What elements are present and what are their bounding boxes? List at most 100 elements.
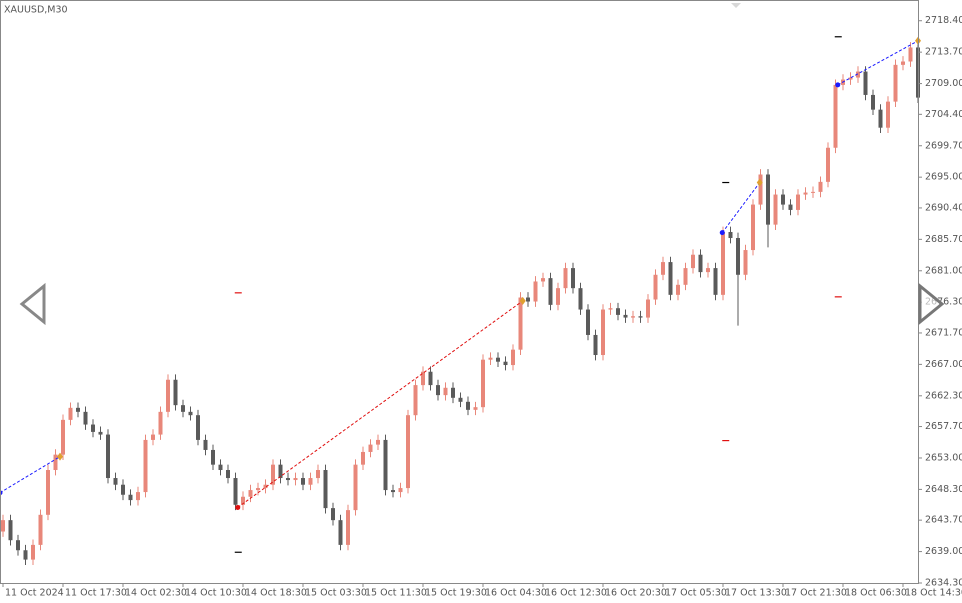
candle-body (361, 451, 365, 465)
y-tick-label: 2690.40 (925, 202, 962, 213)
candle-body (908, 47, 913, 62)
candle-body (878, 109, 883, 128)
candle-body (766, 174, 770, 225)
candle-body (391, 490, 395, 493)
candle-body (113, 478, 118, 485)
y-tick-label: 2709.00 (925, 78, 962, 89)
y-tick-label: 2699.70 (925, 140, 962, 151)
y-tick-label: 2667.00 (925, 359, 962, 370)
candle-body (593, 334, 598, 356)
candle-body (233, 478, 238, 505)
candle-body (383, 439, 388, 491)
candle-body (503, 361, 508, 366)
y-tick-label: 2681.00 (925, 265, 962, 276)
candle-body (121, 484, 125, 495)
y-tick-label: 2662.30 (925, 390, 962, 401)
zigzag-start (835, 82, 841, 88)
candle-body (8, 520, 13, 541)
scroll-indicator (731, 3, 741, 8)
candle-body (893, 64, 898, 102)
x-tick-label: 15 Oct 19:30 (425, 588, 487, 599)
candle-body (833, 84, 838, 148)
candle-body (578, 288, 583, 310)
candle-body (796, 194, 800, 210)
candle-body (721, 231, 725, 295)
candle-body (196, 415, 200, 440)
candle-body (368, 444, 373, 452)
x-tick-label: 11 Oct 17:30 (65, 588, 127, 599)
candle-body (218, 464, 223, 471)
candle-body (256, 488, 260, 491)
candle-body (586, 309, 590, 335)
candle-body (848, 77, 853, 80)
candle-body (211, 449, 215, 465)
candle-body (661, 262, 665, 275)
y-tick-label: 2704.40 (925, 109, 962, 120)
x-tick-label: 15 Oct 03:30 (305, 588, 367, 599)
candle-body (226, 470, 230, 479)
y-tick-label: 2653.00 (925, 452, 962, 463)
candle-body (76, 407, 80, 412)
candle-body (241, 496, 245, 505)
candle-body (856, 71, 860, 78)
candle-body (713, 268, 718, 295)
candle-body (128, 494, 133, 501)
candle-body (758, 174, 763, 205)
y-tick-label: 2643.70 (925, 515, 962, 526)
candle-body (563, 268, 568, 289)
candle-body (533, 281, 538, 302)
candle-body (248, 490, 253, 497)
candle-body (166, 379, 170, 412)
candle-body (38, 514, 43, 545)
candle-body (751, 204, 755, 251)
y-tick-label: 2676.30 (925, 297, 962, 308)
candle-body (818, 181, 823, 192)
candle-body (436, 385, 440, 396)
candle-body (398, 488, 403, 493)
zigzag-start (235, 504, 241, 510)
x-tick-label: 14 Oct 10:30 (185, 588, 247, 599)
candle-body (158, 411, 163, 435)
candle-body (466, 401, 470, 410)
x-tick-label: 18 Oct 14:30 (905, 588, 962, 599)
candle-body (413, 385, 418, 416)
candle-body (323, 470, 328, 509)
candle-body (203, 439, 208, 450)
candle-body (68, 407, 73, 420)
candle-body (53, 454, 58, 471)
prev-arrow[interactable] (19, 282, 46, 326)
candle-body (826, 147, 830, 182)
candle-body (421, 371, 425, 386)
candle-body (773, 194, 778, 225)
candle-body (871, 94, 875, 110)
candle-body (188, 411, 193, 416)
candle-body (271, 464, 275, 485)
candle-body (353, 464, 358, 511)
candle-body (623, 314, 628, 318)
y-tick-label: 2713.70 (925, 47, 962, 58)
candle-body (616, 308, 620, 315)
candle-body (811, 191, 815, 193)
candle-body (16, 540, 20, 551)
zigzag-end (57, 452, 63, 461)
candle-body (316, 470, 320, 479)
candle-body (173, 379, 178, 406)
candle-body (263, 484, 268, 489)
candle-body (46, 470, 50, 515)
zigzag-line (837, 40, 919, 86)
plot-area (0, 36, 921, 565)
candle-body (788, 204, 793, 210)
candle-body (443, 387, 448, 396)
x-tick-label: 17 Oct 13:30 (725, 588, 787, 599)
candle-body (106, 434, 110, 479)
x-tick-label: 15 Oct 11:30 (365, 588, 427, 599)
next-arrow[interactable] (918, 282, 945, 326)
zigzag-end (756, 178, 763, 187)
candle-body (278, 464, 283, 479)
candle-body (706, 268, 710, 273)
candle-body (631, 316, 635, 318)
candle-body (668, 262, 673, 295)
candle-body (698, 254, 703, 273)
candle-body (526, 297, 530, 302)
